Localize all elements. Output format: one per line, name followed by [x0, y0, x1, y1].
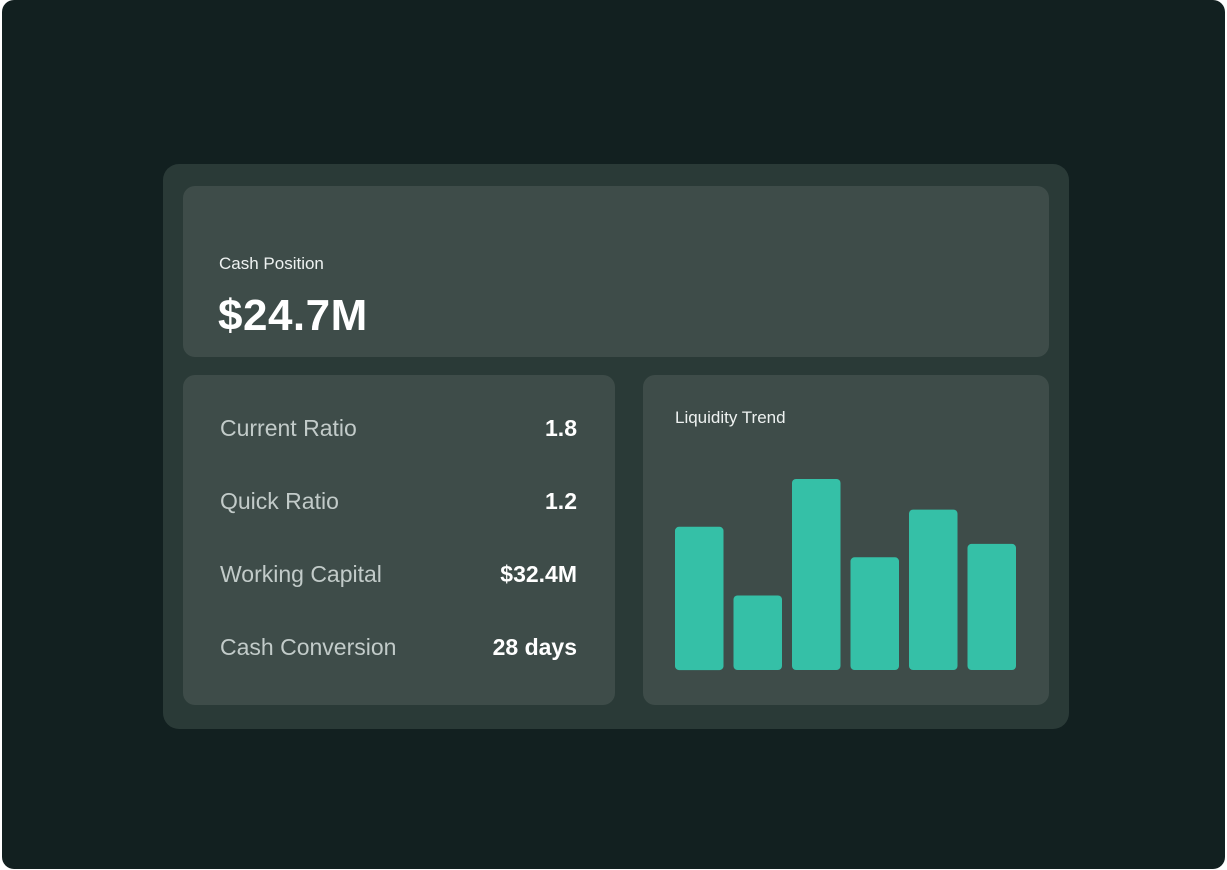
- liquidity-bar-2: [733, 595, 782, 670]
- metric-row-current-ratio: Current Ratio 1.8: [220, 413, 577, 443]
- cash-position-label: Cash Position: [219, 254, 324, 273]
- liquidity-bar-1: [675, 526, 724, 671]
- liquidity-trend-card: Liquidity Trend: [643, 375, 1049, 705]
- metric-label: Working Capital: [220, 560, 382, 587]
- liquidity-bar-6: [967, 543, 1016, 670]
- metric-row-cash-conversion: Cash Conversion 28 days: [220, 632, 577, 662]
- metric-label: Quick Ratio: [220, 487, 339, 514]
- metric-value: 1.2: [545, 487, 577, 514]
- metric-value: 1.8: [545, 414, 577, 441]
- cash-position-value: $24.7M: [218, 291, 368, 340]
- cash-position-card: Cash Position $24.7M: [183, 186, 1049, 357]
- metric-label: Cash Conversion: [220, 633, 397, 660]
- liquidity-metrics-card: Current Ratio 1.8 Quick Ratio 1.2 Workin…: [183, 375, 615, 705]
- metric-row-working-capital: Working Capital $32.4M: [220, 559, 577, 589]
- liquidity-trend-chart: [675, 479, 1016, 671]
- liquidity-bar-5: [909, 509, 958, 670]
- metric-row-quick-ratio: Quick Ratio 1.2: [220, 486, 577, 516]
- metric-value: 28 days: [492, 633, 577, 660]
- liquidity-trend-title: Liquidity Trend: [675, 408, 786, 427]
- liquidity-bar-3: [792, 479, 841, 670]
- metric-label: Current Ratio: [220, 414, 357, 441]
- metric-value: $32.4M: [500, 560, 577, 587]
- liquidity-bar-4: [850, 557, 899, 670]
- liquidity-dashboard: Cash Position $24.7M Current Ratio 1.8 Q…: [163, 164, 1069, 729]
